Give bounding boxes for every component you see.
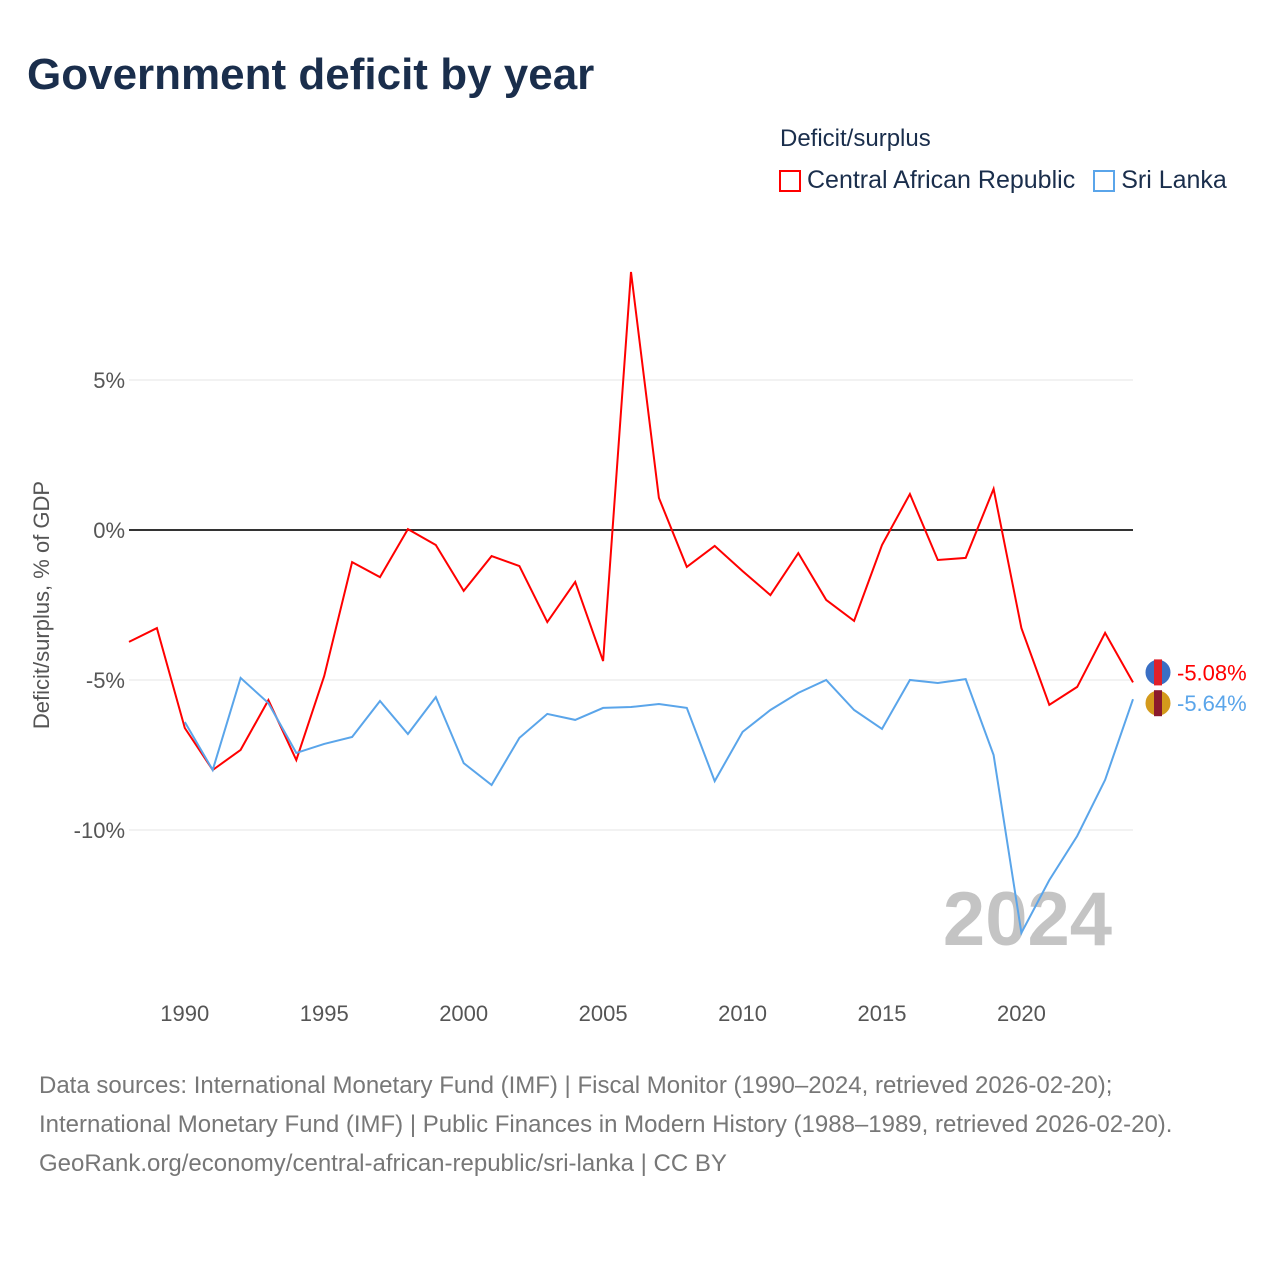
- source-link[interactable]: GeoRank.org/economy/central-african-repu…: [39, 1150, 727, 1177]
- series-line-sri-lanka: [183, 676, 1134, 937]
- legend-title: Deficit/surplus: [780, 125, 931, 152]
- legend-label-sri-lanka: Sri Lanka: [1121, 166, 1227, 194]
- y-tick-label: -10%: [74, 818, 125, 843]
- data-sources: Data sources: International Monetary Fun…: [39, 1072, 1173, 1138]
- end-value-label: -5.64%: [1177, 691, 1247, 716]
- legend: Central African Republic Sri Lanka: [779, 166, 1227, 195]
- legend-item-sri-lanka[interactable]: Sri Lanka: [1093, 166, 1227, 195]
- end-value-label: -5.08%: [1177, 660, 1247, 685]
- legend-label-car: Central African Republic: [807, 166, 1076, 194]
- footer: Data sources: International Monetary Fun…: [39, 1066, 1239, 1183]
- flag-detail: [1154, 659, 1162, 686]
- series-line-car: [128, 271, 1134, 772]
- y-tick-label: -5%: [86, 668, 125, 693]
- y-tick-label: 0%: [93, 518, 125, 543]
- legend-swatch-car: [779, 169, 801, 192]
- x-tick-label: 1995: [300, 1001, 349, 1026]
- flag-detail: [1154, 690, 1162, 717]
- x-tick-label: 2005: [579, 1001, 628, 1026]
- chart-title: Government deficit by year: [27, 50, 595, 99]
- legend-item-car[interactable]: Central African Republic: [779, 166, 1075, 195]
- x-tick-label: 2015: [858, 1001, 907, 1026]
- x-tick-label: 2010: [718, 1001, 767, 1026]
- x-tick-label: 1990: [160, 1001, 209, 1026]
- legend-swatch-sri-lanka: [1093, 169, 1116, 192]
- x-tick-label: 2000: [439, 1001, 488, 1026]
- x-tick-label: 2020: [997, 1001, 1046, 1026]
- y-tick-label: 5%: [93, 368, 125, 393]
